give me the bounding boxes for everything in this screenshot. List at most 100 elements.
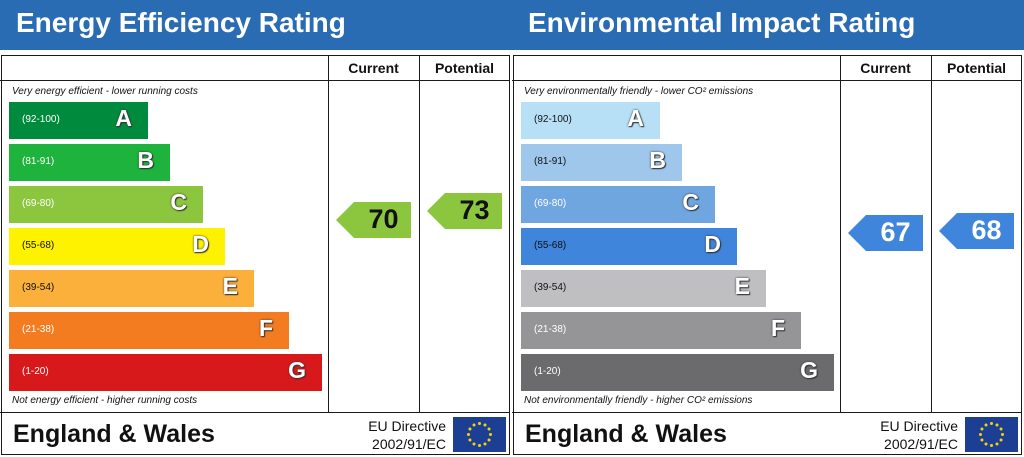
band-letter: B xyxy=(649,147,666,173)
potential-rating-arrow-value: 68 xyxy=(971,215,1002,245)
potential-rating-arrow: 73 xyxy=(427,193,502,229)
eu-flag-icon xyxy=(965,417,1018,452)
current-rating-arrow-shape xyxy=(848,215,923,251)
directive-line1: EU Directive xyxy=(880,418,958,434)
flag-star xyxy=(990,444,993,447)
band-range-label: (39-54) xyxy=(22,282,55,293)
potential-column-header: Potential xyxy=(434,60,495,76)
band-range-label: (69-80) xyxy=(22,198,55,209)
band-letter: D xyxy=(192,231,209,257)
top-note: Very energy efficient - lower running co… xyxy=(12,86,198,97)
band-letter: D xyxy=(704,231,721,257)
current-rating-arrow: 70 xyxy=(336,202,411,238)
directive-line2: 2002/91/EC xyxy=(884,436,958,452)
current-rating-arrow: 67 xyxy=(848,215,923,251)
divider xyxy=(840,55,841,413)
flag-star xyxy=(468,438,472,442)
flag-star xyxy=(980,438,984,442)
band-letter: E xyxy=(734,273,750,299)
band-letter: A xyxy=(627,105,644,131)
flag-star xyxy=(1001,433,1004,436)
rating-band-e: (39-54) E xyxy=(9,270,254,307)
band-range-label: (55-68) xyxy=(534,240,567,251)
flag-star xyxy=(995,423,999,427)
band-letter: A xyxy=(115,105,132,131)
potential-rating-arrow-pointer xyxy=(939,213,1014,249)
panel-header: Environmental Impact Rating xyxy=(512,0,1024,50)
band-letter: F xyxy=(770,315,785,341)
rating-frame xyxy=(1,55,510,455)
divider xyxy=(512,412,1022,413)
eu-directive: EU Directive 2002/91/EC xyxy=(864,417,958,453)
band-letter: G xyxy=(800,357,818,383)
band-range-label: (39-54) xyxy=(534,282,567,293)
directive-line2: 2002/91/EC xyxy=(372,436,446,452)
band-letter: G xyxy=(288,357,306,383)
flag-star xyxy=(984,423,988,427)
flag-star xyxy=(984,442,988,446)
footer-region: England & Wales xyxy=(13,420,215,448)
footer-region: England & Wales xyxy=(525,420,727,448)
band-range-label: (92-100) xyxy=(534,114,572,125)
current-rating-arrow-shape xyxy=(336,202,411,238)
current-rating-arrow-pointer xyxy=(336,202,411,238)
rating-band-a: (92-100) A xyxy=(521,102,660,139)
band-range-label: (1-20) xyxy=(22,366,49,377)
band-range-label: (1-20) xyxy=(534,366,561,377)
rating-band-f: (21-38) F xyxy=(9,312,289,349)
band-letter: E xyxy=(222,273,238,299)
flag-star xyxy=(995,442,999,446)
top-note: Very environmentally friendly - lower CO… xyxy=(524,86,754,97)
flag-star xyxy=(472,423,476,427)
current-column-header: Current xyxy=(860,60,911,76)
flag-star xyxy=(483,442,487,446)
potential-rating-arrow: 68 xyxy=(939,213,1014,249)
chart-title: Energy Efficiency Rating xyxy=(16,7,346,38)
flag-star xyxy=(980,427,984,431)
flag-star xyxy=(478,422,481,425)
divider xyxy=(419,55,420,413)
divider xyxy=(0,412,510,413)
flag-star xyxy=(990,422,993,425)
rating-band-c: (69-80) C xyxy=(9,186,203,223)
divider xyxy=(328,55,329,413)
flag-star xyxy=(478,444,481,447)
flag-star xyxy=(483,423,487,427)
band-letter: C xyxy=(682,189,699,215)
energy-efficiency-panel: Energy Efficiency Rating Current Potenti… xyxy=(0,0,512,455)
potential-rating-arrow-value: 73 xyxy=(459,195,490,225)
flag-star xyxy=(487,427,491,431)
band-range-label: (21-38) xyxy=(22,324,55,335)
current-rating-arrow-pointer xyxy=(848,215,923,251)
divider xyxy=(0,80,510,81)
flag-star xyxy=(472,442,476,446)
band-range-label: (92-100) xyxy=(22,114,60,125)
flag-star xyxy=(999,427,1003,431)
rating-band-g: (1-20) G xyxy=(9,354,322,391)
flag-star xyxy=(468,427,472,431)
band-range-label: (81-91) xyxy=(22,156,55,167)
flag-star xyxy=(999,438,1003,442)
eu-flag-icon xyxy=(453,417,506,452)
flag-star xyxy=(467,433,470,436)
directive-line1: EU Directive xyxy=(368,418,446,434)
band-range-label: (55-68) xyxy=(22,240,55,251)
potential-rating-arrow-pointer xyxy=(427,193,502,229)
rating-band-d: (55-68) D xyxy=(9,228,225,265)
rating-band-f: (21-38) F xyxy=(521,312,801,349)
potential-rating-arrow-shape xyxy=(939,213,1014,249)
potential-column-header: Potential xyxy=(946,60,1007,76)
band-letter: F xyxy=(258,315,273,341)
current-rating-arrow-value: 70 xyxy=(368,204,399,234)
rating-band-b: (81-91) B xyxy=(521,144,682,181)
divider xyxy=(512,80,1022,81)
rating-frame xyxy=(513,55,1022,455)
rating-band-a: (92-100) A xyxy=(9,102,148,139)
bottom-note: Not environmentally friendly - higher CO… xyxy=(524,395,753,406)
eu-directive: EU Directive 2002/91/EC xyxy=(352,417,446,453)
bottom-note: Not energy efficient - higher running co… xyxy=(12,395,198,406)
band-letter: B xyxy=(137,147,154,173)
chart-title: Environmental Impact Rating xyxy=(528,7,916,38)
rating-band-e: (39-54) E xyxy=(521,270,766,307)
rating-band-g: (1-20) G xyxy=(521,354,834,391)
